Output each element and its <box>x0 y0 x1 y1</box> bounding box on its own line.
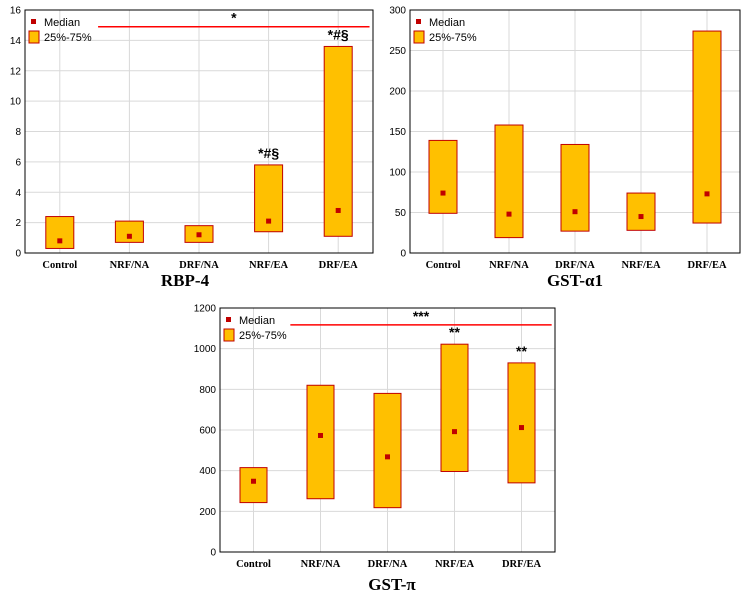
y-tick-label: 6 <box>15 157 21 168</box>
box-DRF/EA <box>323 45 353 237</box>
box-NRF/NA <box>114 220 144 243</box>
box-NRF/EA <box>626 192 656 231</box>
x-tick-label: NRF/EA <box>249 260 289 271</box>
y-tick-label: 800 <box>199 385 216 396</box>
y-tick-label: 8 <box>15 127 21 138</box>
median-marker-NRF/EA <box>638 214 644 220</box>
y-tick-label: 4 <box>15 188 21 199</box>
plot-frame <box>24 9 374 254</box>
significance-label: * <box>231 10 237 26</box>
y-tick-label: 2 <box>15 218 21 229</box>
y-tick-label: 300 <box>389 6 406 17</box>
box-DRF/NA <box>560 143 590 232</box>
panel-title: GST-α1 <box>547 271 603 290</box>
median-marker-NRF/NA <box>318 432 323 438</box>
x-tick-label: NRF/EA <box>621 260 661 271</box>
y-tick-label: 400 <box>199 466 216 477</box>
x-tick-label: DRF/NA <box>368 559 408 570</box>
legend-median-label: Median <box>44 17 80 29</box>
median-marker-NRF/NA <box>506 211 512 217</box>
median-marker-NRF/NA <box>126 233 132 239</box>
y-tick-label: 10 <box>10 97 22 108</box>
legend-range-icon <box>223 328 235 342</box>
box-NRF/NA <box>494 124 524 239</box>
x-tick-label: NRF/EA <box>435 559 475 570</box>
x-tick-label: NRF/NA <box>110 260 150 271</box>
y-tick-label: 600 <box>199 426 216 437</box>
chart-panel-1: 0 2 4 6 8 10 12 14 16 Control NRF/NA DRF/NA NRF/EA *#… <box>10 6 374 290</box>
box-NRF/NA <box>306 384 335 500</box>
median-marker-NRF/EA <box>452 429 457 435</box>
median-marker-DRF/EA <box>704 191 710 197</box>
y-tick-label: 0 <box>15 249 21 260</box>
y-tick-label: 1200 <box>194 304 217 315</box>
median-marker-DRF/NA <box>196 232 202 238</box>
y-tick-label: 250 <box>389 46 406 57</box>
y-tick-label: 200 <box>199 507 216 518</box>
y-tick-label: 50 <box>395 208 407 219</box>
y-tick-label: 150 <box>389 127 406 138</box>
x-tick-label: DRF/NA <box>555 260 595 271</box>
legend-range-icon <box>413 30 425 44</box>
legend-median-label: Median <box>429 17 465 29</box>
legend-range-label: 25%-75% <box>429 32 477 44</box>
x-tick-label: Control <box>42 260 77 271</box>
median-marker-DRF/NA <box>385 454 390 460</box>
box-DRF/NA <box>373 392 402 509</box>
significance-label: ** <box>516 343 527 359</box>
panel-title: RBP-4 <box>161 271 210 290</box>
legend-range-icon <box>28 30 40 44</box>
plot-frame <box>409 9 741 254</box>
x-tick-label: DRF/EA <box>687 260 727 271</box>
y-tick-label: 1000 <box>194 344 217 355</box>
chart-panel-2: 0 50 100 150 200 250 300 Control NRF/NA DRF/NA NRF… <box>389 6 741 290</box>
y-tick-label: 100 <box>389 168 406 179</box>
median-marker-DRF/NA <box>572 209 578 215</box>
legend-median-icon <box>31 19 36 24</box>
median-marker-Control <box>251 478 256 484</box>
box-Control <box>428 139 458 214</box>
median-marker-Control <box>57 238 63 244</box>
significance-label: *#§ <box>258 145 279 161</box>
plot-frame <box>219 307 556 553</box>
x-tick-label: DRF/EA <box>502 559 542 570</box>
legend-median-icon <box>226 317 231 322</box>
y-tick-label: 14 <box>10 36 22 47</box>
y-tick-label: 0 <box>400 249 406 260</box>
panel-title: GST-π <box>368 575 416 594</box>
legend-range-label: 25%-75% <box>239 330 287 342</box>
median-marker-DRF/EA <box>519 425 524 431</box>
x-tick-label: NRF/NA <box>301 559 341 570</box>
x-tick-label: Control <box>426 260 461 271</box>
median-marker-NRF/EA <box>266 218 272 224</box>
x-tick-label: DRF/NA <box>179 260 219 271</box>
legend-median-icon <box>416 19 421 24</box>
x-tick-label: DRF/EA <box>319 260 359 271</box>
x-tick-label: Control <box>236 559 271 570</box>
chart-panel-3: 0 200 400 600 800 1000 1200 Control NRF/NA DRF/NA… <box>194 304 556 594</box>
significance-label: ** <box>449 324 460 340</box>
legend-range-label: 25%-75% <box>44 32 92 44</box>
y-tick-label: 0 <box>210 548 216 559</box>
y-tick-label: 200 <box>389 87 406 98</box>
box-Control <box>239 467 268 504</box>
box-Control <box>45 216 75 249</box>
median-marker-Control <box>440 190 446 196</box>
box-DRF/EA <box>692 30 722 224</box>
box-DRF/EA <box>507 362 536 484</box>
y-tick-label: 12 <box>10 66 22 77</box>
median-marker-DRF/EA <box>335 207 341 213</box>
box-NRF/EA <box>440 343 469 472</box>
x-tick-label: NRF/NA <box>489 260 529 271</box>
y-tick-label: 16 <box>10 6 22 17</box>
legend-median-label: Median <box>239 315 275 327</box>
significance-label: *#§ <box>328 26 349 42</box>
significance-label: *** <box>413 308 430 324</box>
